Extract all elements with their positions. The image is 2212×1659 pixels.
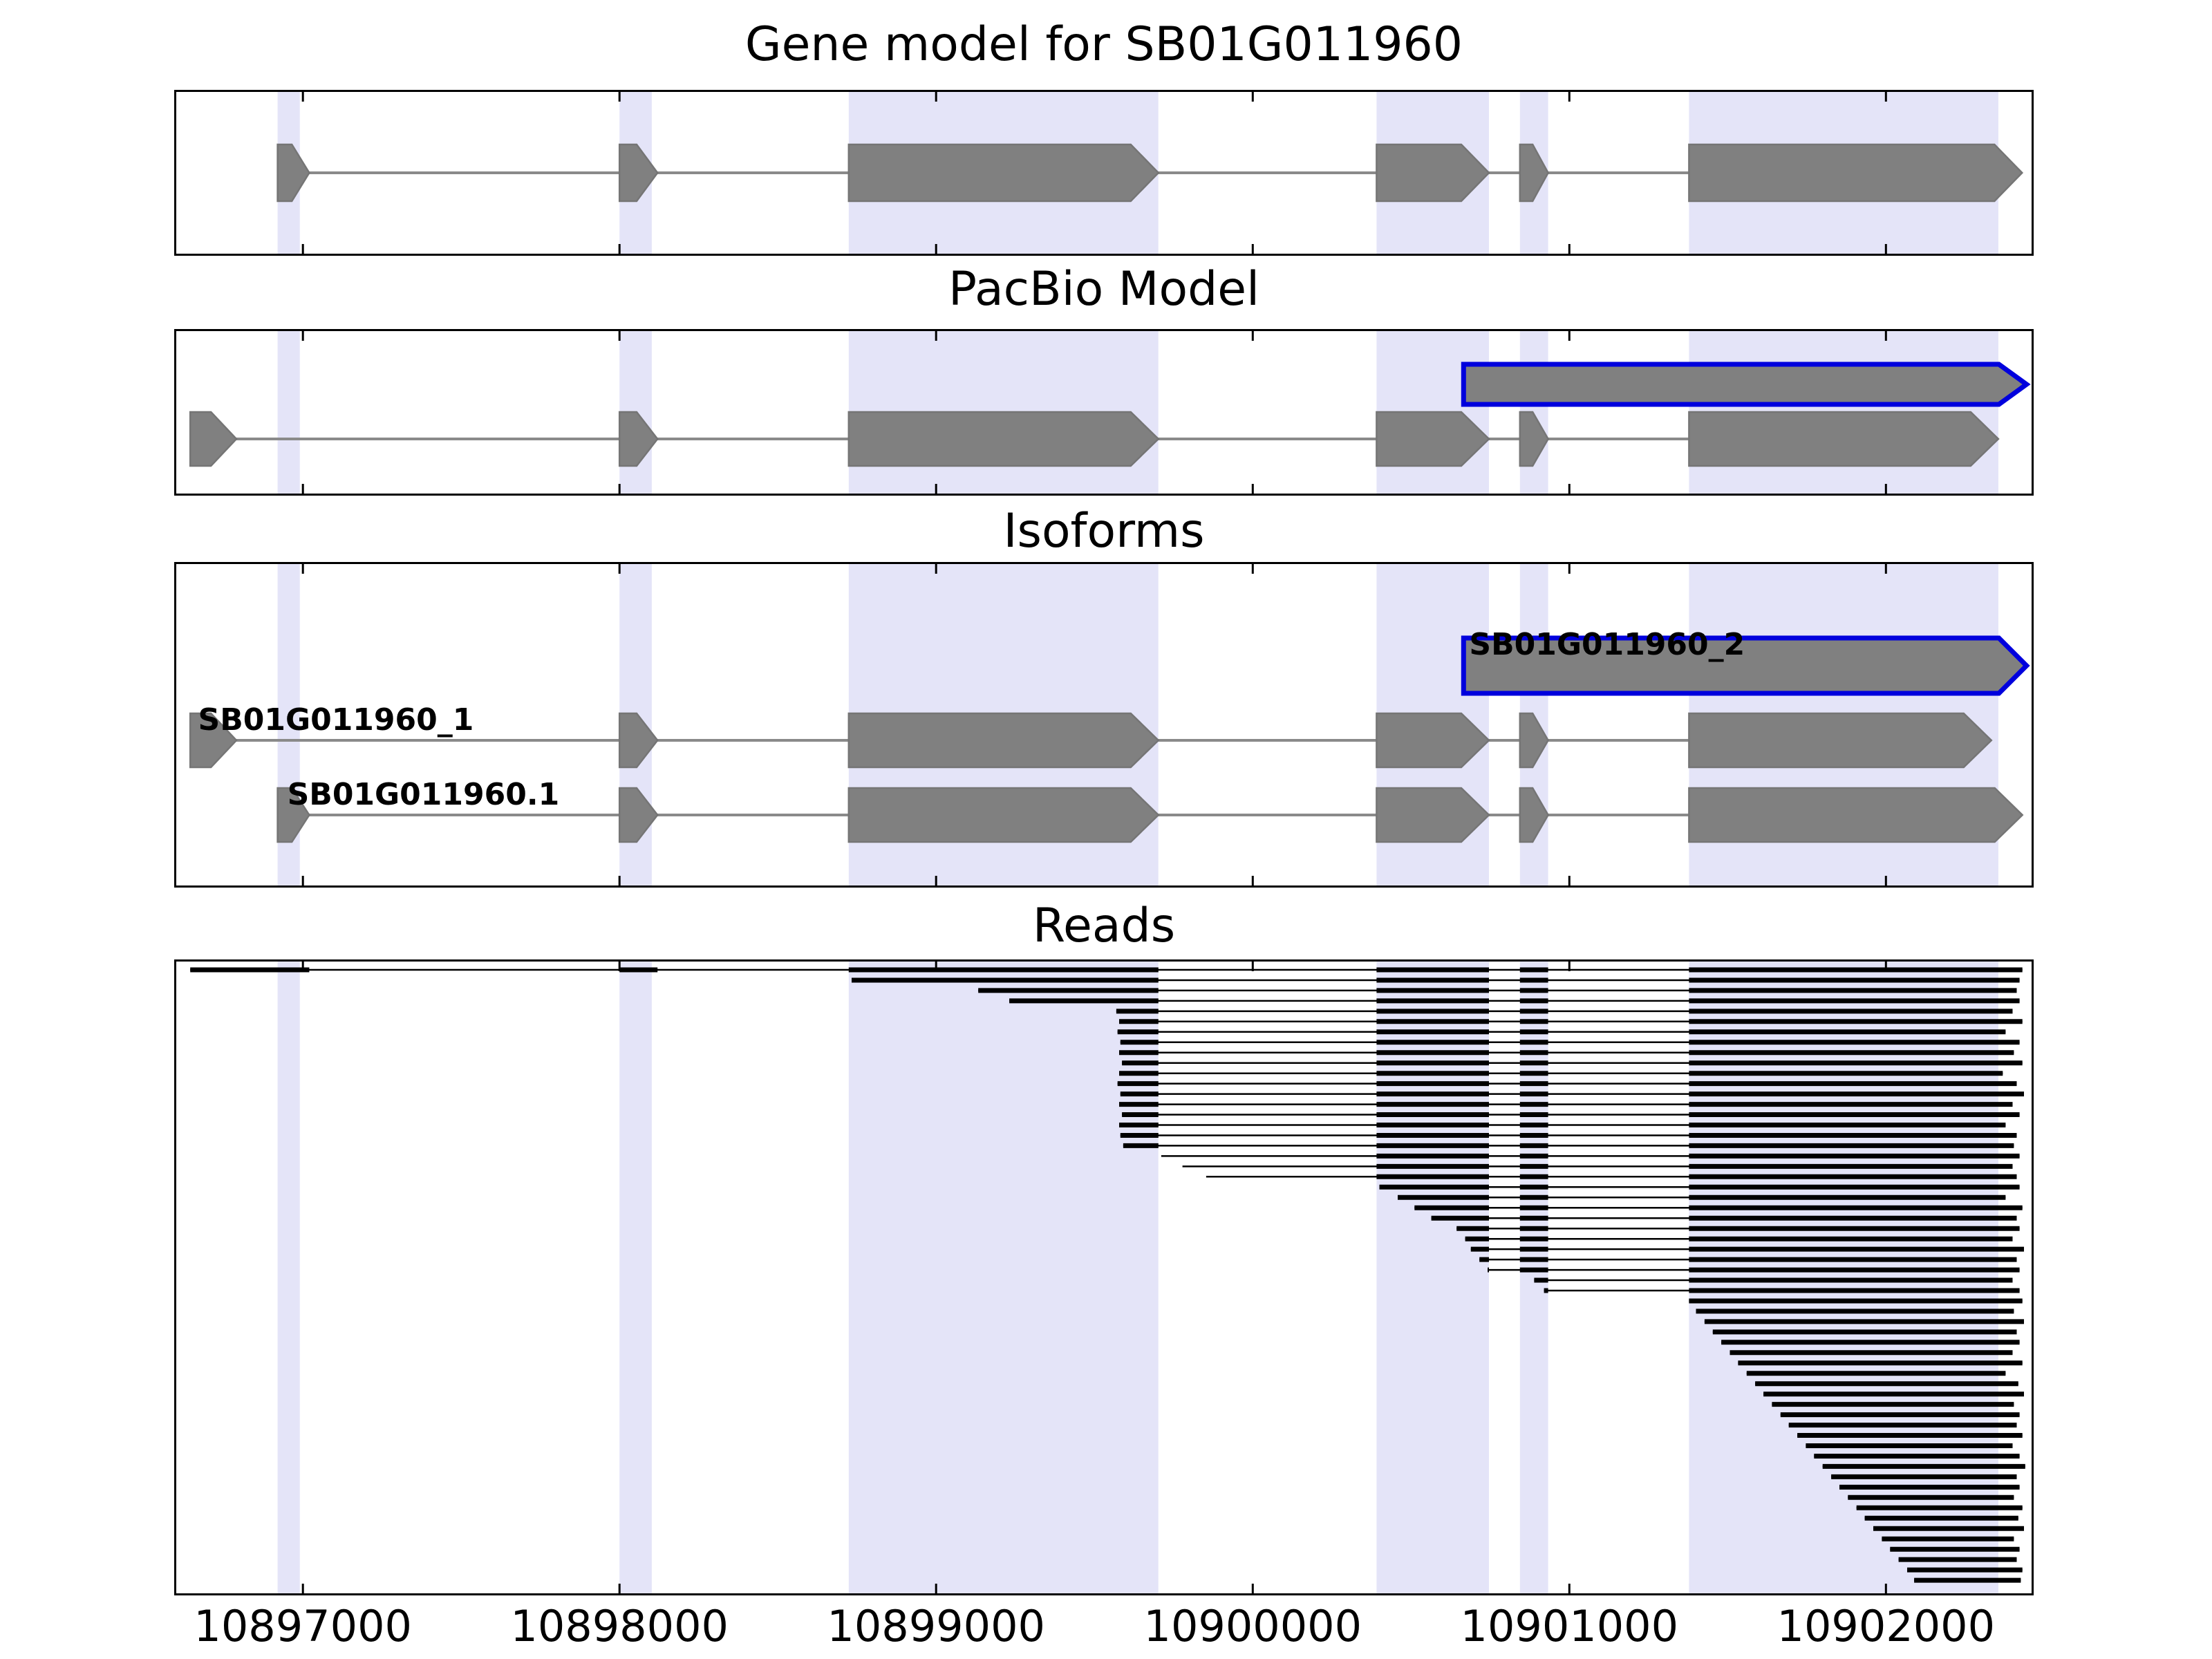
gene-model-title: Gene model for SB01G011960	[744, 17, 1463, 72]
pacbio-panel	[174, 329, 2034, 496]
gene-model-panel	[174, 90, 2034, 256]
x-tick-label: 10901000	[1460, 1601, 1679, 1651]
isoforms-panel: SB01G011960_2 SB01G011960_1 SB01G011960.1	[174, 562, 2034, 888]
svg-text:SB01G011960_1: SB01G011960_1	[198, 702, 474, 738]
pacbio-title: PacBio Model	[948, 262, 1259, 317]
x-tick-label: 10900000	[1143, 1601, 1362, 1651]
svg-text:SB01G011960_2: SB01G011960_2	[1469, 627, 1745, 662]
isoforms-title: Isoforms	[1003, 504, 1205, 559]
reads-track	[190, 962, 2025, 1593]
x-tick-label: 10899000	[827, 1601, 1045, 1651]
gene-model-track	[276, 92, 2024, 254]
svg-text:SB01G011960.1: SB01G011960.1	[288, 777, 560, 812]
isoforms-track: SB01G011960_2 SB01G011960_1 SB01G011960.1	[189, 564, 2030, 885]
x-tick-label: 10902000	[1777, 1601, 1996, 1651]
pacbio-track	[189, 331, 2031, 494]
x-tick-label: 10897000	[194, 1601, 412, 1651]
reads-title: Reads	[1032, 899, 1176, 953]
reads-panel	[174, 959, 2034, 1595]
x-tick-label: 10898000	[510, 1601, 729, 1651]
x-axis: 10897000 10898000 10899000 10900000 10901000…	[176, 1601, 2032, 1656]
